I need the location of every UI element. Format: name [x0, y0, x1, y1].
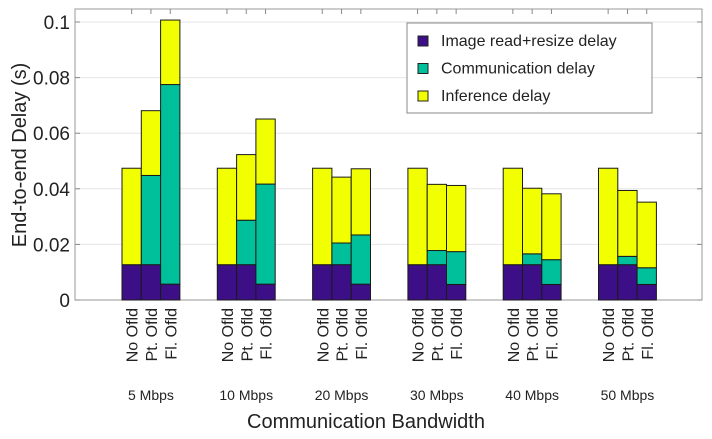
- bar-segment: [522, 264, 543, 301]
- legend-swatch: [417, 90, 429, 102]
- bar-label: Pt. Ofld: [525, 308, 542, 361]
- bar-label: Pt. Ofld: [144, 308, 161, 361]
- legend-label: Inference delay: [441, 88, 550, 105]
- bar-segment: [255, 118, 276, 185]
- bar-label: Pt. Ofld: [430, 308, 447, 361]
- group-label: 5 Mbps: [128, 387, 174, 403]
- y-tick-label: 0.08: [33, 69, 70, 90]
- bar-segment: [636, 267, 657, 285]
- bar-label: Pt. Ofld: [335, 308, 352, 361]
- bar-label: No Ofld: [125, 308, 142, 362]
- bar-segment: [446, 184, 467, 253]
- group-label: 30 Mbps: [410, 387, 464, 403]
- group-label: 20 Mbps: [315, 387, 369, 403]
- group-label: 50 Mbps: [601, 387, 655, 403]
- bar-segment: [617, 189, 638, 257]
- bar-label: No Ofld: [601, 308, 618, 362]
- bar-segment: [446, 283, 467, 301]
- bar-segment: [216, 167, 238, 266]
- bar-segment: [312, 167, 333, 266]
- y-tick-label: 0.02: [33, 235, 70, 256]
- bar-segment: [617, 255, 638, 266]
- bar-segment: [502, 167, 524, 266]
- x-axis-label: Communication Bandwidth: [247, 411, 485, 433]
- bar-label: Fl. Ofld: [354, 308, 371, 360]
- bar-segment: [236, 154, 257, 221]
- bar-segment: [350, 283, 372, 301]
- bar-segment: [236, 264, 257, 301]
- bar-label: Fl. Ofld: [640, 308, 657, 360]
- bar-label: Fl. Ofld: [163, 308, 180, 360]
- bar-segment: [636, 283, 657, 301]
- bar-segment: [160, 283, 181, 301]
- bar-label: Fl. Ofld: [544, 308, 561, 360]
- bar-label: No Ofld: [506, 308, 523, 362]
- bar-label: Pt. Ofld: [620, 308, 637, 361]
- legend-label: Image read+resize delay: [441, 33, 617, 50]
- bar-segment: [541, 259, 562, 285]
- bar-segment: [140, 174, 162, 266]
- legend-box: [406, 22, 653, 114]
- y-tick-label: 0.06: [33, 124, 70, 145]
- bar-segment: [426, 250, 448, 266]
- bar-label: No Ofld: [315, 308, 332, 362]
- bar-label: No Ofld: [411, 308, 428, 362]
- bar-segment: [598, 167, 619, 266]
- bar-segment: [350, 168, 372, 236]
- bar-segment: [140, 264, 162, 301]
- bar-segment: [446, 251, 467, 285]
- group-label: 40 Mbps: [505, 387, 559, 403]
- bar-segment: [617, 264, 638, 301]
- bar-segment: [255, 283, 276, 301]
- legend-label: Communication delay: [441, 61, 595, 78]
- bar-segment: [407, 167, 428, 266]
- bar-segment: [160, 19, 181, 86]
- bar-segment: [121, 264, 142, 301]
- bar-segment: [331, 176, 352, 244]
- bar-segment: [236, 219, 257, 266]
- bar-segment: [255, 183, 276, 285]
- bar-segment: [331, 264, 352, 301]
- bar-segment: [312, 264, 333, 301]
- y-tick-label: 0.04: [33, 180, 70, 201]
- bar-segment: [331, 242, 352, 266]
- y-axis-label: End-to-end Delay (s): [9, 63, 31, 248]
- bar-segment: [350, 234, 372, 285]
- legend-swatch: [417, 35, 429, 47]
- y-tick-label: 0.1: [44, 13, 70, 34]
- y-tick-label: 0: [59, 291, 70, 312]
- bar-segment: [407, 264, 428, 301]
- bar-segment: [502, 264, 524, 301]
- bar-label: Fl. Ofld: [449, 308, 466, 360]
- legend: Image read+resize delay Communication del…: [406, 22, 653, 114]
- bar-segment: [598, 264, 619, 301]
- bar-segment: [541, 283, 562, 301]
- bar-segment: [160, 84, 181, 285]
- bar-segment: [216, 264, 238, 301]
- bar-label: Pt. Ofld: [239, 308, 256, 361]
- bar-segment: [636, 201, 657, 269]
- legend-swatch: [417, 63, 429, 74]
- bar-segment: [522, 187, 543, 255]
- bar-segment: [426, 264, 448, 301]
- bar-segment: [426, 183, 448, 252]
- bar-label: Fl. Ofld: [259, 308, 276, 360]
- bar-segment: [140, 110, 162, 176]
- bar-label: No Ofld: [220, 308, 237, 362]
- bar-segment: [121, 167, 142, 266]
- group-label: 10 Mbps: [219, 387, 273, 403]
- bar-segment: [541, 193, 562, 261]
- bar-segment: [522, 253, 543, 266]
